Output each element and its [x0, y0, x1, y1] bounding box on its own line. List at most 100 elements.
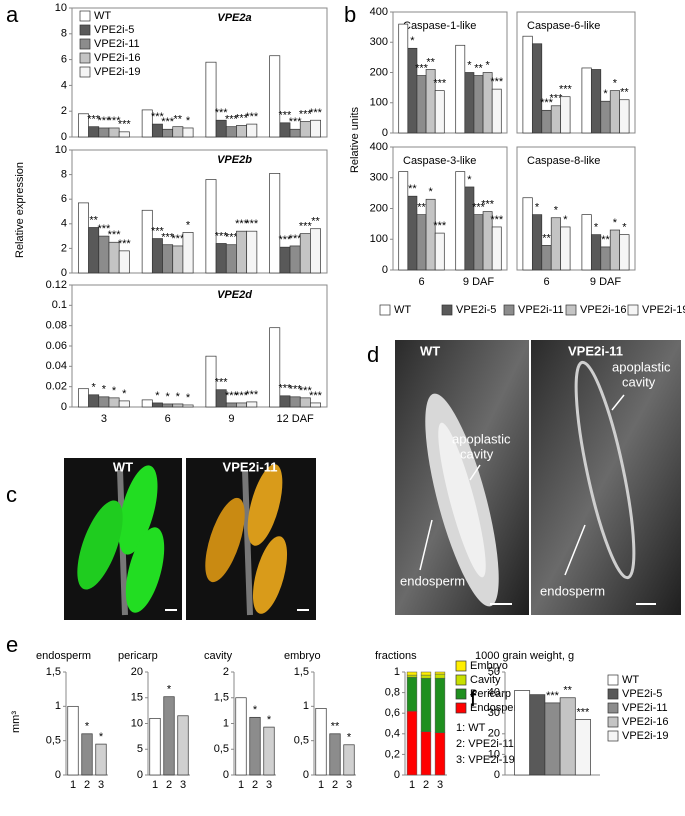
significance: ***	[490, 214, 504, 226]
bar-segment	[406, 710, 418, 776]
legend-swatch	[79, 66, 91, 78]
image-label: VPE2i-11	[568, 343, 623, 358]
significance: **	[474, 62, 483, 74]
bar-segment	[420, 731, 432, 776]
legend-label: WT	[622, 674, 639, 686]
significance: ***	[299, 108, 313, 120]
y-tick-label: 100	[370, 97, 388, 109]
bar	[182, 127, 194, 138]
legend-swatch	[503, 304, 515, 316]
legend-swatch	[455, 702, 467, 714]
bar-segment	[434, 732, 446, 776]
bar	[550, 105, 562, 134]
bar	[205, 355, 217, 408]
y-tick-label: 0,2	[385, 748, 400, 760]
significance: **	[563, 685, 572, 697]
legend-label: Endosperm	[470, 702, 526, 714]
y-tick-label: 10	[55, 2, 67, 14]
legend-swatch	[607, 688, 619, 700]
bar	[78, 388, 89, 408]
panel-label: e	[6, 632, 18, 657]
x-tick-label: 3	[101, 413, 107, 425]
bar	[162, 128, 174, 138]
bar	[246, 401, 258, 408]
significance: ***	[97, 223, 111, 235]
bar	[151, 238, 163, 274]
chart-title: pericarp	[118, 650, 158, 662]
bar	[491, 226, 502, 271]
significance: **	[426, 56, 435, 68]
bar	[235, 697, 247, 776]
bar	[236, 402, 248, 408]
x-tick-label: 9 DAF	[463, 276, 494, 288]
significance: ***	[118, 119, 132, 131]
bar	[182, 404, 194, 408]
significance: *	[112, 385, 117, 397]
y-tick-label: 10	[488, 748, 500, 760]
bar	[289, 245, 301, 274]
x-tick-label: 1	[238, 779, 244, 791]
panel-label: f	[470, 686, 477, 711]
x-tick-label: 3	[266, 779, 272, 791]
significance: *	[186, 115, 191, 127]
bar	[398, 23, 409, 134]
bar	[343, 744, 355, 776]
bar	[81, 733, 93, 776]
y-tick-label: 0	[394, 769, 400, 781]
significance: ***	[225, 390, 239, 402]
significance: ***	[309, 390, 323, 402]
bar	[78, 202, 89, 274]
chart-title: VPE2a	[217, 12, 251, 24]
chart-title: Caspase-1-like	[403, 20, 476, 32]
image-label: WT	[113, 459, 133, 474]
note: 2: VPE2i-11	[456, 738, 514, 750]
significance: ***	[550, 93, 564, 105]
bar	[491, 88, 502, 134]
bar	[141, 209, 153, 274]
bar	[162, 244, 174, 274]
bar	[269, 173, 281, 274]
y-tick-label: 1	[55, 700, 61, 712]
y-tick-label: 0	[303, 769, 309, 781]
significance: ***	[415, 62, 429, 74]
y-tick-label: 4	[61, 218, 67, 230]
significance: ***	[245, 389, 259, 401]
significance: **	[417, 202, 426, 214]
bar	[559, 697, 576, 776]
x-tick-label: 1	[409, 779, 415, 791]
y-tick-label: 1	[223, 717, 229, 729]
legend-label: Pericarp	[470, 688, 511, 700]
chart-title: 1000 grain weight, g	[475, 650, 574, 662]
bar	[108, 397, 120, 408]
bar	[434, 90, 445, 134]
significance: *	[186, 219, 191, 231]
y-tick-label: 0.12	[46, 279, 67, 291]
bar	[225, 244, 237, 274]
bar	[310, 402, 321, 408]
bar	[172, 403, 184, 408]
significance: ***	[97, 115, 111, 127]
significance: *	[603, 88, 608, 100]
significance: ***	[108, 229, 122, 241]
significance: ***	[481, 198, 495, 210]
bar	[455, 171, 466, 271]
y-axis-label: Relative units	[349, 106, 361, 173]
significance: *	[102, 384, 107, 396]
legend-label: VPE2i-5	[94, 24, 134, 36]
significance: ***	[279, 110, 293, 122]
bar	[289, 396, 301, 408]
image-annotation: cavity	[622, 374, 656, 389]
chart-title: VPE2d	[217, 289, 252, 301]
image-d: WT VPE2i-11 apoplastic cavity apoplastic…	[395, 340, 681, 615]
legend-label: VPE2i-5	[456, 304, 496, 316]
bar	[619, 99, 630, 134]
bar	[269, 327, 281, 408]
significance: *	[85, 721, 90, 733]
chart-title: VPE2b	[217, 154, 252, 166]
chart-title: cavity	[204, 650, 233, 662]
bar	[225, 402, 237, 408]
panel-label: a	[6, 2, 19, 27]
legend-label: Cavity	[470, 674, 501, 686]
x-tick-label: 9 DAF	[590, 276, 621, 288]
bar	[609, 229, 621, 271]
